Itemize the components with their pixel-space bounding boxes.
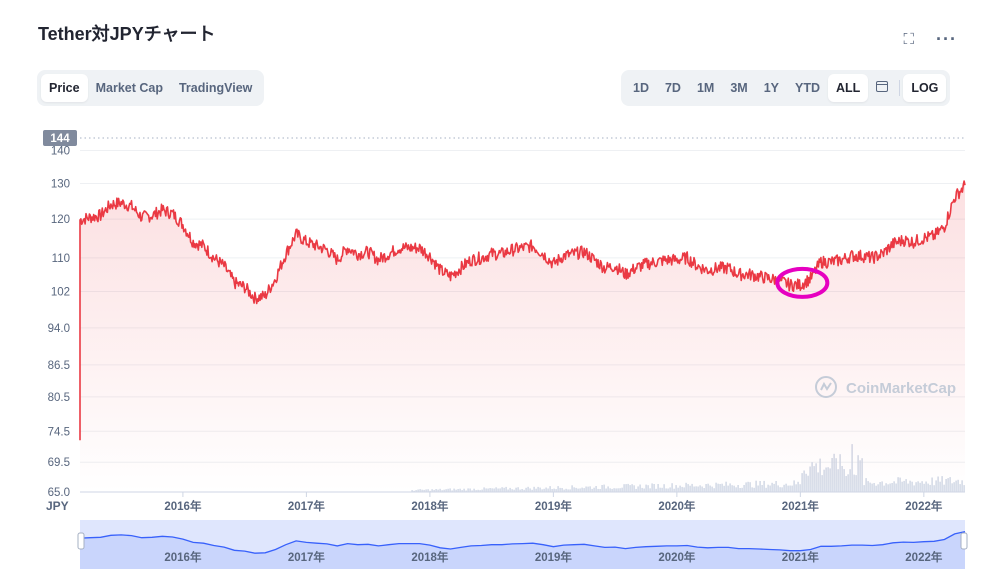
navigator-tick-label: 2020年 — [658, 550, 696, 564]
range-1m-button[interactable]: 1M — [696, 81, 715, 95]
y-tick-label: 130 — [51, 179, 70, 191]
price-line — [79, 180, 966, 441]
calendar-button[interactable] — [868, 74, 896, 102]
navigator-handle-right[interactable] — [960, 532, 968, 550]
x-tick-label: 2019年 — [535, 499, 573, 513]
calendar-icon — [876, 81, 889, 92]
navigator-tick-label: 2016年 — [164, 550, 202, 564]
x-tick-label: 2016年 — [164, 499, 202, 513]
axes: 65.0 69.5 74.5 80.5 86.5 94.0 102 110 120 130 1401… — [43, 130, 965, 513]
range-7d-button[interactable]: 7D — [664, 81, 681, 95]
navigator-tick-label: 2019年 — [535, 550, 573, 564]
y-tick-label: 80.5 — [48, 392, 70, 404]
price-area-fill — [80, 181, 965, 492]
range-1d-button[interactable]: 1D — [633, 81, 649, 95]
more-icon[interactable]: ··· — [936, 29, 957, 49]
y-tick-label: 140 — [51, 146, 70, 158]
time-range-tabs: 1D 7D 1M 3M 1Y YTD ALL LOG — [621, 70, 951, 106]
price-series — [79, 180, 966, 441]
navigator-area — [80, 531, 965, 569]
price-area — [80, 181, 965, 492]
x-tick-label: 2021年 — [782, 499, 820, 513]
coinmarketcap-logo-mark — [820, 381, 832, 391]
coinmarketcap-logo-icon — [815, 376, 837, 398]
chart-type-tabs: Price Market Cap TradingView — [37, 70, 265, 106]
y-tick-label: 86.5 — [48, 360, 70, 372]
y-tick-label: 94.0 — [48, 323, 70, 335]
current-price-badge — [43, 130, 77, 146]
annotations — [775, 266, 830, 299]
range-ytd-button[interactable]: YTD — [795, 81, 821, 95]
toolbar-divider — [899, 80, 901, 96]
x-tick-label: 2020年 — [658, 499, 696, 513]
x-tick-label: 2022年 — [905, 499, 943, 513]
watermark: CoinMarketCap — [815, 376, 956, 398]
y-axis-unit-label: JPY — [46, 499, 69, 513]
y-tick-label: 69.5 — [48, 457, 70, 469]
navigator-tick-label: 2018年 — [411, 550, 449, 564]
navigator-handle-left[interactable] — [77, 532, 85, 550]
x-tick-label: 2017年 — [288, 499, 326, 513]
x-tick-label: 2018年 — [411, 499, 449, 513]
y-tick-label: 65.0 — [48, 487, 70, 499]
range-navigator[interactable]: 2016年 2017年 2018年 2019年 2020年 2021年 2022年 — [77, 520, 968, 569]
watermark-text: CoinMarketCap — [846, 380, 956, 397]
range-1y-button[interactable]: 1Y — [763, 81, 780, 95]
tab-market-cap[interactable]: Market Cap — [95, 81, 163, 95]
tab-price[interactable]: Price — [41, 74, 88, 102]
navigator-line — [79, 530, 966, 554]
navigator-tick-label: 2022年 — [905, 550, 943, 564]
fullscreen-icon[interactable]: ⛶ — [903, 30, 915, 48]
page-title: Tether対JPYチャート — [38, 24, 216, 44]
navigator-tick-label: 2017年 — [288, 550, 326, 564]
y-tick-label: 110 — [52, 253, 70, 265]
highlight-ellipse — [775, 266, 830, 299]
y-tick-label: 74.5 — [48, 426, 70, 438]
log-scale-toggle[interactable]: LOG — [903, 74, 947, 102]
range-3m-button[interactable]: 3M — [730, 81, 748, 95]
current-price-label: 144 — [50, 133, 70, 145]
y-tick-label: 120 — [51, 214, 70, 226]
range-all-button[interactable]: ALL — [828, 74, 869, 102]
chart-actions: ⛶ ··· — [904, 30, 958, 48]
navigator-tick-label: 2021年 — [782, 550, 820, 564]
tab-tradingview[interactable]: TradingView — [178, 81, 253, 95]
y-tick-label: 102 — [51, 286, 70, 298]
